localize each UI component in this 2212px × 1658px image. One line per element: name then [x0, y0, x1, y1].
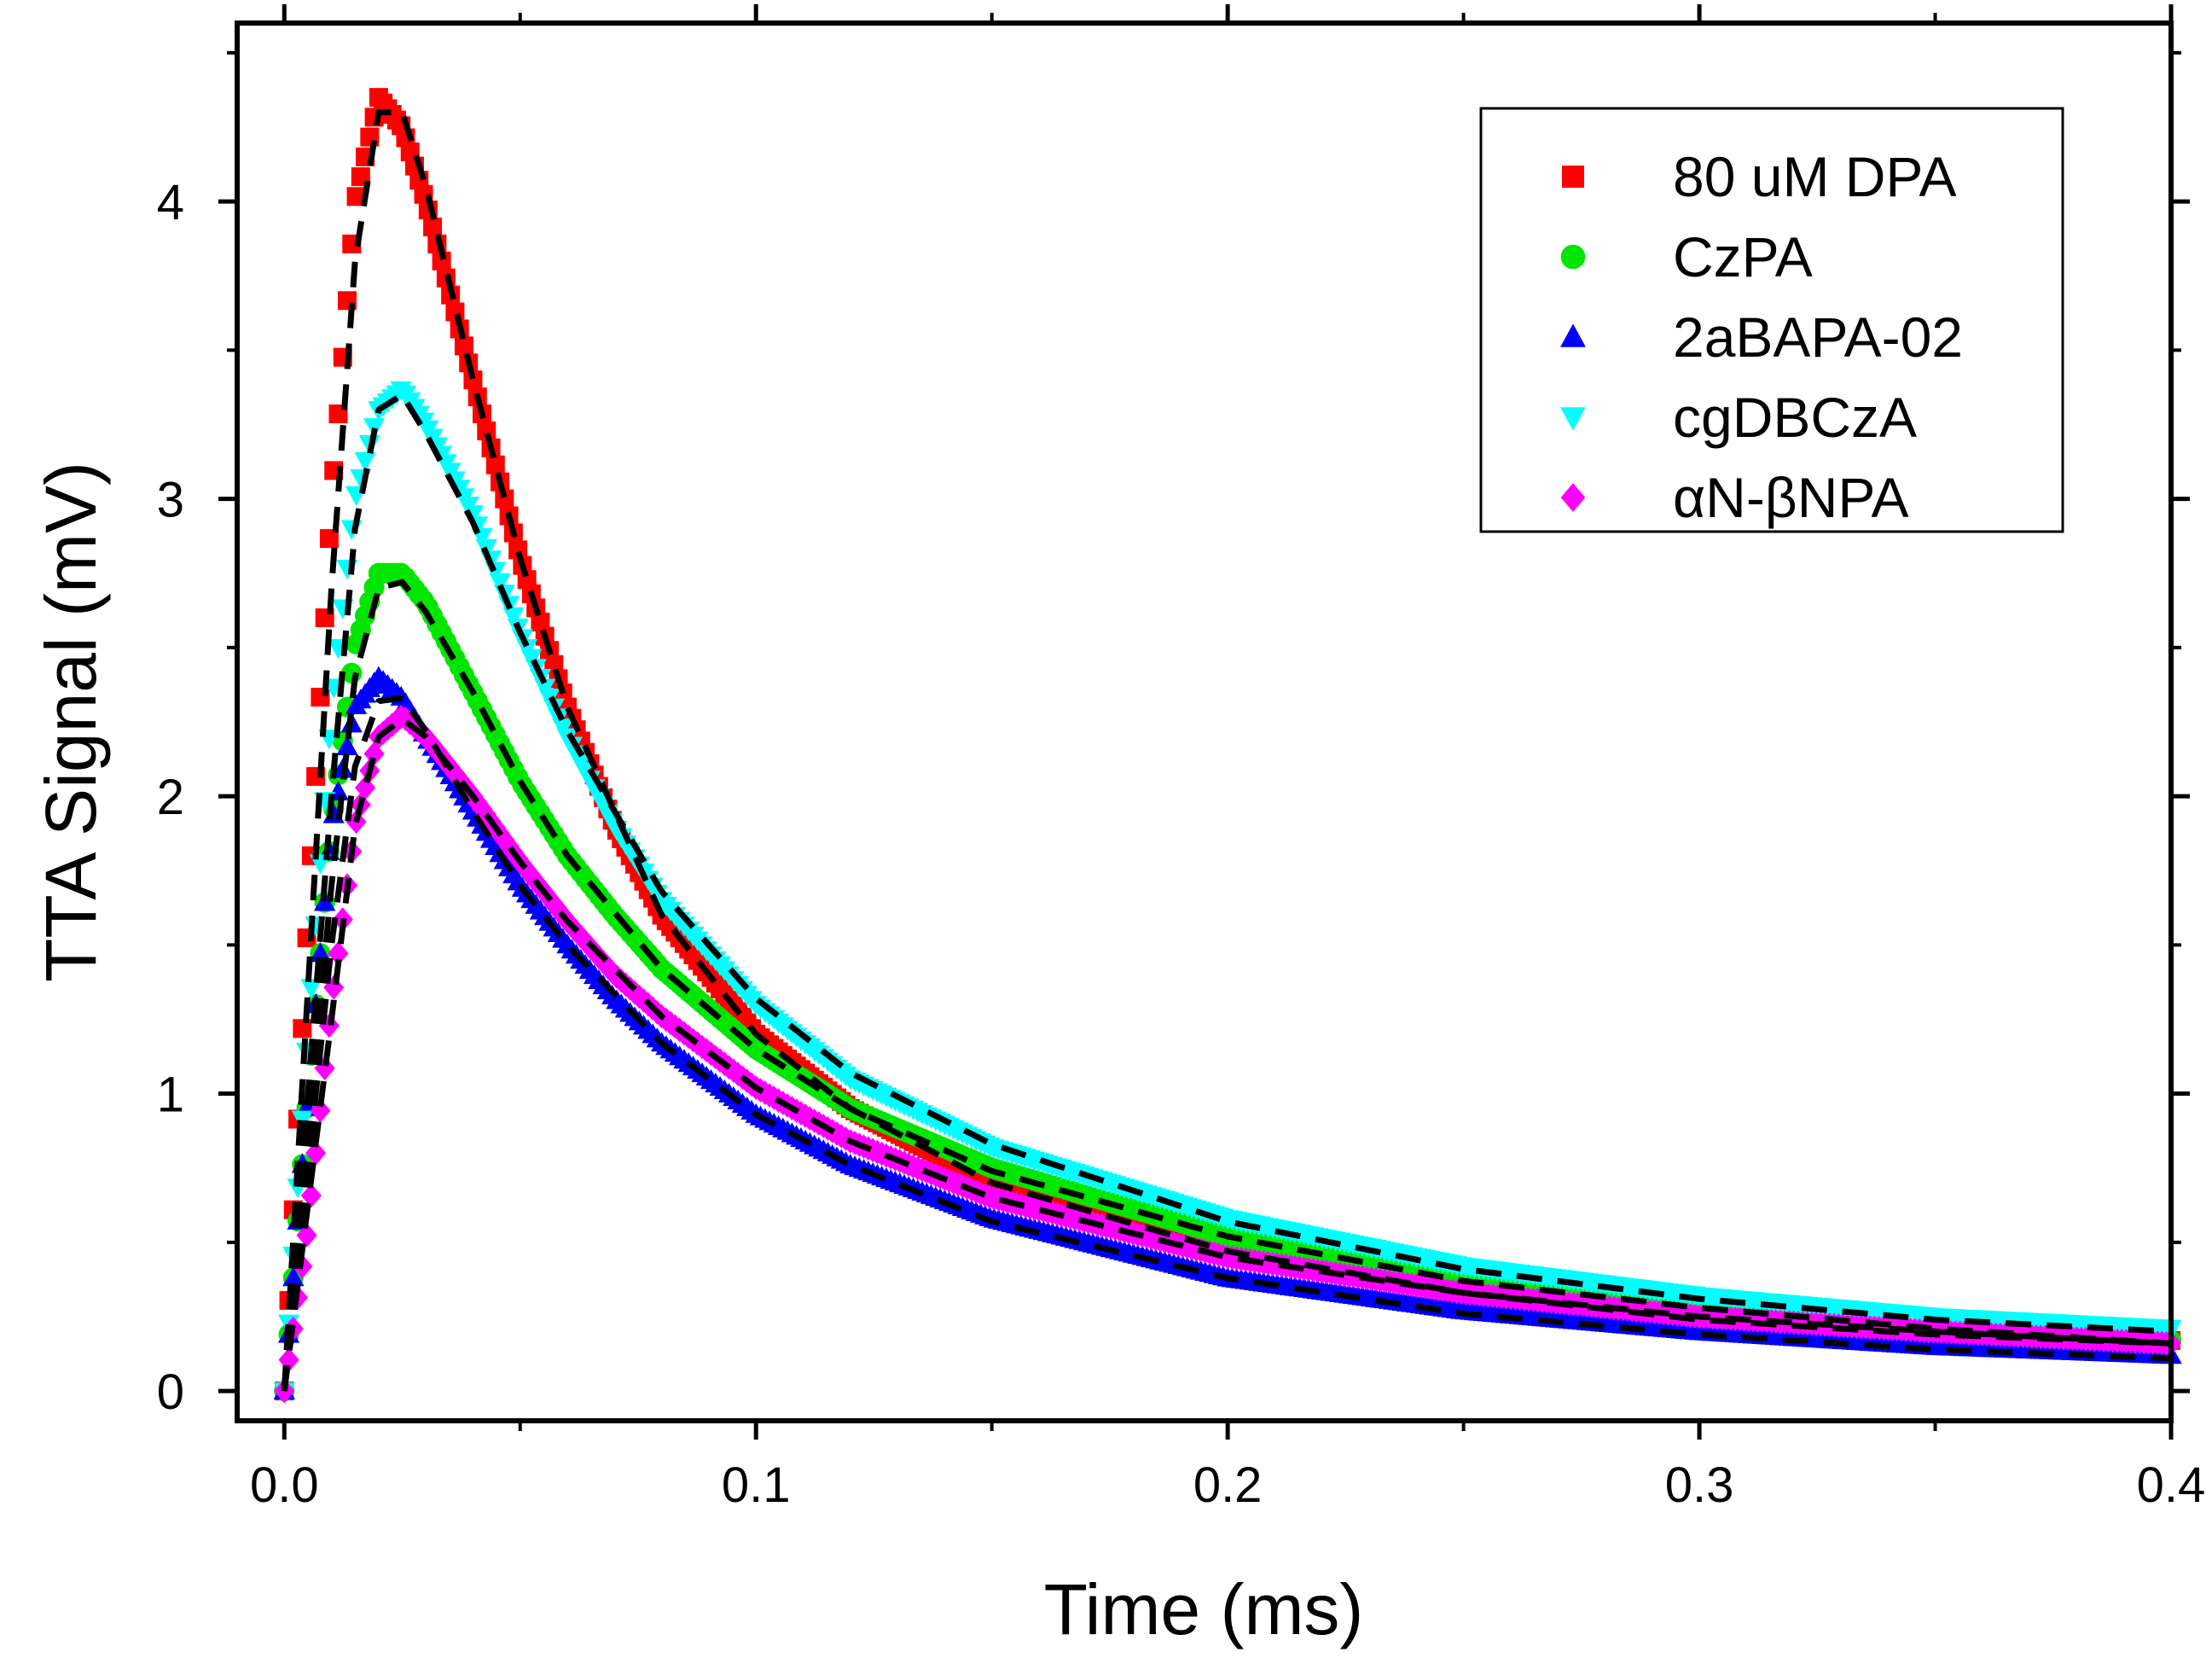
legend-label: CzPA [1673, 225, 1813, 288]
data-point [305, 1141, 327, 1166]
data-point [319, 529, 339, 549]
fit-2abapa-line [281, 695, 2172, 1392]
x-tick-label: 0.3 [1665, 1457, 1734, 1513]
data-point [274, 1378, 295, 1404]
data-point [485, 455, 505, 474]
legend-marker [1560, 323, 1586, 347]
data-point [309, 942, 332, 963]
data-point [328, 941, 349, 966]
data-point [282, 1266, 305, 1287]
data-point [336, 735, 358, 755]
y-tick-label: 0 [157, 1364, 184, 1420]
legend-entry-2abapa-02: 2aBAPA-02 [1560, 305, 1963, 369]
data-point [531, 613, 550, 631]
data-point [300, 1183, 322, 1208]
x-tick-label: 0.2 [1193, 1457, 1263, 1513]
data-point [489, 573, 511, 593]
data-point [296, 1223, 317, 1248]
legend-marker [1562, 166, 1584, 188]
legend-entry-n-npa: αN-βNPA [1560, 466, 1909, 529]
fit-cgdbcza-line [281, 392, 2172, 1392]
fit-anbnpa-line [281, 716, 2172, 1392]
legend-entry-czpa: CzPA [1560, 225, 1813, 288]
legend-label: αN-βNPA [1673, 466, 1909, 529]
x-tick-label: 0.0 [250, 1457, 319, 1513]
y-axis-title: TTA Signal (mV) [31, 462, 111, 982]
data-point [516, 638, 538, 660]
plot-frame [235, 20, 2174, 1423]
data-point [346, 187, 366, 207]
data-point [552, 718, 574, 739]
y-tick-label: 4 [157, 175, 184, 230]
x-tick-label: 0.1 [722, 1457, 791, 1513]
data-point [520, 649, 543, 669]
legend-marker [1560, 407, 1586, 431]
data-point [517, 570, 537, 590]
fit-layer [281, 109, 2172, 1392]
legend-label: 2aBAPA-02 [1673, 305, 1963, 369]
data-point [354, 451, 376, 473]
legend-marker [1560, 483, 1586, 512]
data-point [477, 421, 496, 440]
data-point [463, 370, 483, 390]
data-point [310, 1098, 331, 1123]
data-point [495, 489, 514, 509]
data-point [508, 540, 528, 560]
legend-label: 80 uM DPA [1673, 145, 1957, 208]
legend-marker [1560, 244, 1586, 270]
data-point [423, 217, 443, 236]
legend: 80 uM DPA CzPA 2aBAPA-02 cgDBCzA αN-βNPA [1479, 107, 2064, 533]
y-tick-label: 1 [157, 1068, 184, 1123]
data-point [454, 336, 473, 356]
data-point [502, 607, 525, 627]
tick-layer: 0.0 0.1 0.2 0.3 0.4 0 1 2 3 4 [157, 4, 2206, 1513]
data-point [534, 678, 556, 699]
data-point [432, 251, 451, 271]
data-point [293, 1019, 312, 1038]
y-tick-label: 2 [157, 770, 184, 825]
data-point [300, 979, 322, 999]
y-tick-label: 3 [157, 473, 184, 528]
fit-czpa-line [281, 579, 2172, 1392]
x-tick-label: 0.4 [2137, 1457, 2206, 1513]
legend-entry-80-um-dpa: 80 uM DPA [1562, 145, 1957, 208]
x-axis-title: Time (ms) [1044, 1569, 1364, 1649]
legend-entry-cgdbcza: cgDBCzA [1560, 386, 1917, 449]
legend-label: cgDBCzA [1673, 386, 1917, 449]
